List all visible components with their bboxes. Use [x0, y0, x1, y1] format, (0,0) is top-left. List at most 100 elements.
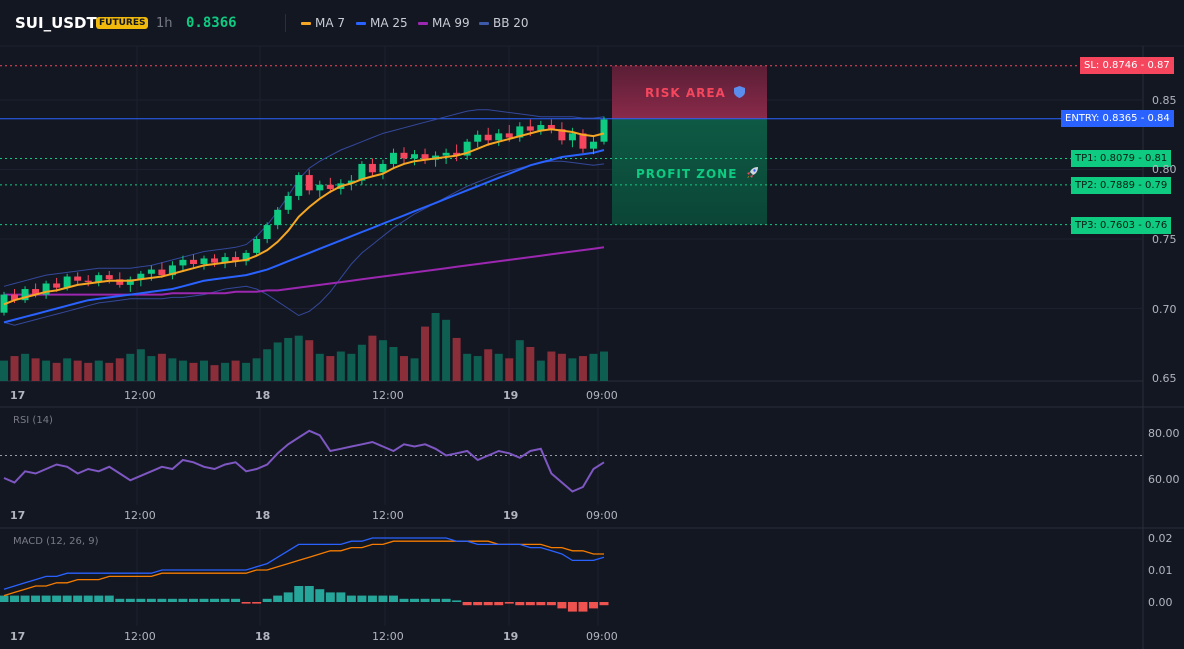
entry-price-tag[interactable]: ENTRY: 0.8365 - 0.84: [1061, 110, 1174, 127]
legend-ma25[interactable]: MA 25: [356, 16, 408, 30]
volume-bar: [147, 356, 156, 381]
volume-bar: [578, 356, 587, 381]
macd-histogram-bar: [241, 602, 251, 604]
legend-ma7[interactable]: MA 7: [301, 16, 345, 30]
macd-histogram-bar: [494, 602, 504, 606]
bb20-swatch-icon: [479, 21, 489, 25]
candle-body: [600, 119, 608, 142]
ma25-line: [3, 149, 605, 324]
time-axis-tick: 17: [10, 389, 26, 402]
candle-body: [326, 184, 334, 189]
candle-body: [537, 125, 545, 131]
volume-bar: [568, 358, 577, 381]
legend-bb20[interactable]: BB 20: [479, 16, 529, 30]
candle-body: [558, 129, 566, 141]
candle-body: [442, 152, 450, 156]
macd-histogram-bar: [199, 598, 209, 602]
volume-bar: [389, 347, 398, 381]
macd-histogram-bar: [357, 595, 367, 602]
macd-histogram-bar: [441, 598, 451, 602]
macd-axis-tick: 0.02: [1148, 532, 1173, 545]
volume-bar: [600, 351, 608, 381]
macd-histogram-bar: [231, 598, 241, 602]
candle-body: [221, 257, 229, 263]
candle-body: [284, 195, 292, 210]
volume-bar: [178, 360, 187, 381]
macd-histogram-bar: [73, 595, 83, 602]
candle-body: [21, 289, 29, 301]
candle-body: [474, 134, 482, 142]
macd-histogram-bar: [115, 598, 125, 602]
macd-histogram-bar: [262, 598, 272, 602]
legend-ma99[interactable]: MA 99: [418, 16, 470, 30]
volume-bar: [189, 362, 198, 381]
candle-body: [547, 125, 555, 130]
sl-axis-value: 0.87: [1147, 60, 1170, 71]
price-axis-tick: 0.70: [1152, 303, 1177, 316]
candle-body: [274, 209, 282, 226]
candle-body: [253, 239, 261, 253]
macd-histogram-bar: [294, 586, 304, 602]
candle-body: [179, 259, 187, 266]
macd-histogram-bar: [10, 595, 20, 602]
macd-histogram-bar: [31, 595, 41, 602]
macd-histogram-bar: [94, 595, 104, 602]
volume-bar: [410, 358, 419, 381]
volume-bar: [136, 349, 145, 381]
volume-bar: [368, 335, 377, 381]
timeframe-label[interactable]: 1h: [156, 16, 173, 31]
time-axis-tick: 12:00: [372, 389, 404, 402]
candle-body: [263, 225, 271, 239]
volume-bar: [536, 360, 545, 381]
volume-bar: [126, 353, 135, 381]
candle-body: [305, 175, 313, 191]
candle-body: [211, 258, 219, 263]
macd-histogram-bar: [62, 595, 72, 602]
symbol-name[interactable]: SUI_USDT: [15, 14, 97, 32]
candle-body: [126, 279, 134, 285]
tp1-axis-value: 0.81: [1145, 153, 1168, 164]
time-axis-tick: 09:00: [586, 389, 618, 402]
volume-bar: [221, 362, 230, 381]
tp1-price-tag[interactable]: TP1: 0.8079 - 0.81: [1071, 150, 1172, 167]
header-divider: [285, 14, 286, 32]
sl-price-tag[interactable]: SL: 0.8746 - 0.87: [1080, 57, 1174, 74]
volume-bar: [105, 362, 114, 381]
rsi-time-tick: 17: [10, 509, 26, 522]
volume-bar: [547, 351, 556, 381]
tp2-axis-value: 0.79: [1145, 180, 1168, 191]
macd-histogram-bar: [210, 598, 220, 602]
volume-bar: [263, 349, 272, 381]
rsi-time-tick: 12:00: [372, 509, 404, 522]
candle-body: [42, 283, 50, 295]
volume-bar: [494, 353, 503, 381]
time-axis-tick: 19: [503, 389, 519, 402]
volume-bar: [473, 356, 482, 381]
tp3-price-tag[interactable]: TP3: 0.7603 - 0.76: [1071, 217, 1172, 234]
macd-histogram-bar: [52, 595, 62, 602]
macd-histogram-bar: [346, 595, 356, 602]
candle-body: [463, 141, 471, 156]
macd-time-tick: 19: [503, 630, 519, 643]
macd-histogram-bar: [420, 598, 430, 602]
volume-bar: [284, 337, 293, 381]
risk-area-label: RISK AREA: [645, 86, 746, 100]
volume-bar: [200, 360, 208, 381]
time-axis-tick: 18: [255, 389, 271, 402]
candle-body: [453, 152, 461, 156]
candle-body: [526, 126, 534, 131]
volume-bar: [63, 358, 72, 381]
rsi-axis-tick: 80.00: [1148, 427, 1180, 440]
tp2-price-tag[interactable]: TP2: 0.7889 - 0.79: [1071, 177, 1172, 194]
volume-bar: [357, 344, 366, 381]
rsi-time-tick: 19: [503, 509, 519, 522]
volume-bar: [431, 313, 440, 381]
sl-label: SL: 0.8746: [1084, 60, 1138, 71]
tp1-label: TP1: 0.8079: [1075, 153, 1136, 164]
candle-body: [32, 289, 40, 295]
volume-bar: [515, 340, 524, 381]
macd-histogram-bar: [188, 598, 198, 602]
profit-zone-label: PROFIT ZONE: [636, 166, 759, 181]
macd-signal-line: [3, 540, 604, 597]
